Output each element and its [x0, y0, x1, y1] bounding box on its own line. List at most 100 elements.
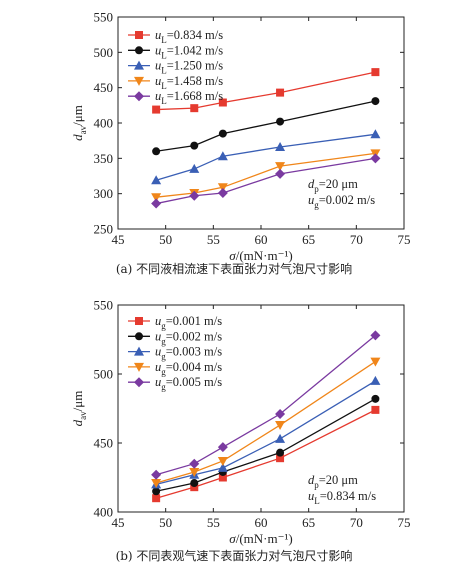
- legend-entry-2: uL=1.042 m/s: [128, 43, 223, 60]
- x-tick-label: 65: [302, 515, 315, 530]
- y-axis-label: dav/μm: [70, 391, 88, 427]
- data-point: [275, 168, 286, 179]
- x-tick-label: 45: [112, 515, 125, 530]
- legend-label: uL=1.042 m/s: [155, 43, 223, 60]
- y-tick-label: 300: [94, 186, 114, 201]
- data-point: [217, 183, 228, 193]
- data-point: [189, 467, 200, 477]
- data-point: [217, 442, 228, 453]
- data-point: [275, 162, 286, 172]
- x-tick-label: 45: [112, 232, 125, 247]
- data-point: [276, 454, 285, 463]
- legend-entry-5: uL=1.668 m/s: [128, 89, 223, 106]
- data-point: [371, 97, 380, 106]
- annotation-text: dp=20 μm: [308, 177, 358, 194]
- legend-marker: [135, 31, 143, 39]
- y-tick-label: 250: [94, 222, 114, 237]
- x-tick-label: 70: [350, 515, 363, 530]
- legend-marker: [135, 317, 143, 325]
- legend-marker: [134, 60, 144, 70]
- y-tick-label: 500: [94, 367, 114, 382]
- legend-entry-4: uL=1.458 m/s: [128, 74, 223, 91]
- y-axis-label-group: dav/μm: [70, 105, 88, 141]
- x-tick-label: 75: [398, 232, 411, 247]
- legend-label: uL=1.458 m/s: [155, 74, 223, 91]
- legend-marker: [134, 76, 144, 86]
- data-point: [276, 448, 285, 457]
- legend-entry-1: uL=0.834 m/s: [128, 28, 223, 45]
- legend-entry-3: ug=0.003 m/s: [128, 345, 222, 362]
- data-point: [218, 473, 227, 482]
- legend-marker: [135, 46, 143, 55]
- legend-marker: [134, 377, 144, 388]
- data-point: [190, 479, 199, 488]
- data-point: [275, 142, 286, 152]
- legend-label: uL=0.834 m/s: [155, 28, 223, 45]
- legend-entry-5: ug=0.005 m/s: [128, 375, 222, 392]
- data-point: [217, 151, 228, 161]
- data-point: [217, 456, 228, 466]
- data-point: [370, 357, 381, 367]
- legend-label: ug=0.003 m/s: [155, 345, 222, 362]
- data-point: [275, 433, 286, 443]
- y-tick-label: 350: [94, 151, 114, 166]
- legend-entry-1: ug=0.001 m/s: [128, 314, 222, 331]
- legend-entry-2: ug=0.002 m/s: [128, 329, 222, 346]
- data-point: [151, 198, 162, 209]
- legend-marker: [135, 332, 143, 341]
- figure-caption: (b) 不同表观气速下表面张力对气泡尺寸影响: [116, 548, 353, 563]
- data-point: [371, 394, 380, 403]
- y-tick-label: 450: [94, 80, 114, 95]
- legend-marker: [134, 346, 144, 356]
- legend-label: ug=0.004 m/s: [155, 360, 222, 377]
- data-point: [151, 175, 162, 185]
- y-tick-label: 550: [94, 298, 114, 313]
- figure-caption: (a) 不同液相流速下表面张力对气泡尺寸影响: [116, 261, 352, 276]
- data-point: [276, 88, 285, 97]
- x-tick-label: 70: [350, 232, 363, 247]
- legend-label: ug=0.005 m/s: [155, 375, 222, 392]
- y-axis-label-group: dav/μm: [70, 391, 88, 427]
- data-point: [218, 98, 227, 107]
- data-point: [190, 483, 199, 492]
- x-axis-label: σ/(mN·m⁻¹): [229, 248, 292, 263]
- data-point: [217, 187, 228, 198]
- data-point: [189, 163, 200, 173]
- data-point: [189, 458, 200, 469]
- x-tick-label: 50: [159, 515, 172, 530]
- data-point: [152, 494, 161, 503]
- x-axis-label: σ/(mN·m⁻¹): [229, 531, 292, 546]
- y-tick-label: 450: [94, 436, 114, 451]
- y-axis-label: dav/μm: [70, 105, 88, 141]
- data-point: [370, 375, 381, 385]
- legend-label: uL=1.668 m/s: [155, 89, 223, 106]
- data-point: [276, 117, 285, 126]
- x-tick-label: 50: [159, 232, 172, 247]
- x-tick-label: 60: [255, 232, 268, 247]
- data-point: [371, 68, 380, 77]
- legend-entry-4: ug=0.004 m/s: [128, 360, 222, 377]
- legend-marker: [134, 91, 144, 102]
- data-point: [218, 129, 227, 138]
- annotation-text: uL=0.834 m/s: [308, 489, 376, 506]
- chart-panel-a: 45 50 55 60 65 70 75 250 300 350 400 450 500 550 σ/(mN…: [70, 10, 411, 277]
- legend-label: ug=0.001 m/s: [155, 314, 222, 331]
- legend-entry-3: uL=1.250 m/s: [128, 59, 223, 76]
- data-point: [190, 104, 199, 113]
- x-tick-label: 65: [302, 232, 315, 247]
- data-point: [370, 129, 381, 139]
- y-tick-label: 550: [94, 10, 114, 25]
- chart-panel-b: 45 50 55 60 65 70 75 400 450 500 550 σ/(mN·m⁻¹) dav/…: [70, 298, 411, 564]
- x-tick-label: 55: [207, 515, 220, 530]
- legend-marker: [134, 362, 144, 372]
- annotation-text: ug=0.002 m/s: [308, 193, 375, 210]
- data-point: [151, 193, 162, 203]
- x-tick-label: 55: [207, 232, 220, 247]
- legend-label: uL=1.250 m/s: [155, 59, 223, 76]
- y-tick-label: 400: [94, 505, 114, 520]
- annotation-text: dp=20 μm: [308, 473, 358, 490]
- data-point: [371, 405, 380, 414]
- data-point: [152, 487, 161, 496]
- data-point: [217, 462, 228, 472]
